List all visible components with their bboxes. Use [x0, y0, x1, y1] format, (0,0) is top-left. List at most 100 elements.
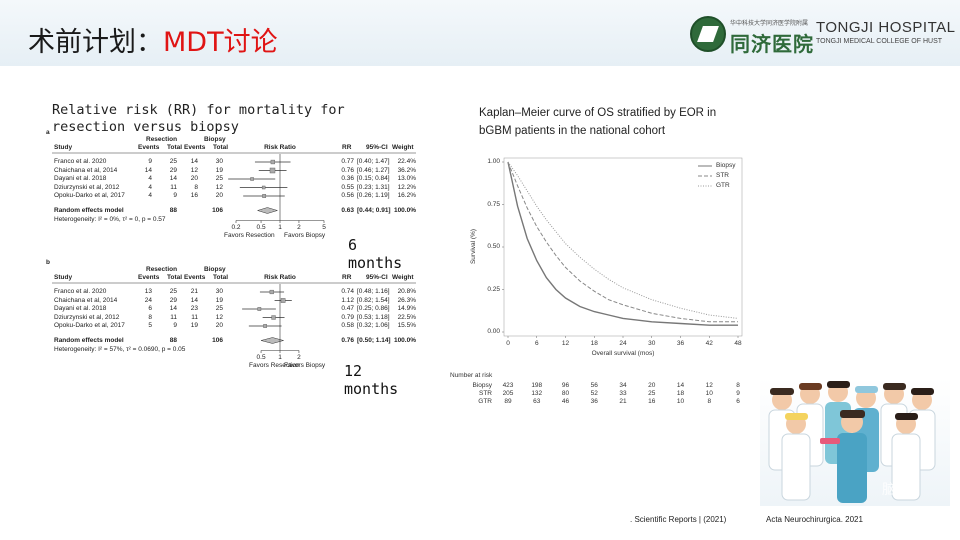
row-study: Opoku-Darko et al, 2017 — [54, 322, 125, 329]
row-total-biopsy: 12 — [215, 183, 223, 191]
risk-table-value: 20 — [648, 382, 656, 389]
watermark: 脑医 — [882, 482, 910, 498]
row-ci: [0.25; 0.86] — [357, 305, 390, 312]
km-series-biopsy — [507, 161, 738, 326]
row-rr: 0.74 — [341, 288, 354, 295]
row-rr: 0.76 — [341, 166, 354, 174]
summary-rr: 0.63 — [341, 206, 354, 214]
x-tick-label: 1 — [278, 353, 282, 361]
row-events-resection: 4 — [148, 175, 152, 182]
row-events-biopsy: 19 — [190, 322, 198, 329]
slide-header: 术前计划：MDT讨论 1900 华中科技大学同济医学院附属 同济医院 TONGJ… — [0, 0, 960, 66]
row-ci: [0.48; 1.16] — [357, 288, 390, 295]
row-ci: [0.15; 0.84] — [357, 175, 390, 182]
row-events-biopsy: 16 — [190, 192, 198, 199]
col-events: Events — [138, 144, 160, 151]
col-total: Total — [167, 144, 183, 151]
risk-table-value: 56 — [590, 382, 598, 389]
summary-weight: 100.0% — [393, 206, 416, 214]
risk-table-value: 12 — [705, 382, 713, 389]
row-rr: 0.47 — [341, 305, 354, 312]
forest-plot-title: Relative risk (RR) for mortality for res… — [52, 102, 345, 135]
row-events-resection: 13 — [144, 288, 152, 295]
row-study: Chaichana et al, 2014 — [54, 296, 118, 304]
row-point-estimate — [262, 194, 267, 198]
summary-total-biopsy: 106 — [212, 336, 223, 344]
row-ci: [0.82; 1.54] — [357, 296, 390, 304]
km-plot-area — [503, 157, 743, 337]
row-total-resection: 29 — [169, 296, 177, 304]
row-events-biopsy: 11 — [191, 313, 198, 321]
col-weight: Weight — [392, 274, 414, 281]
risk-table-value: 21 — [619, 398, 627, 405]
col-study: Study — [54, 144, 73, 151]
row-study: Dayani et al. 2018 — [54, 175, 107, 182]
annotation-12-unit: months — [344, 380, 399, 398]
row-ci: [0.32; 1.06] — [357, 322, 390, 329]
row-events-biopsy: 21 — [190, 288, 198, 295]
doctor-figures — [768, 381, 936, 503]
row-total-biopsy: 19 — [215, 296, 223, 304]
risk-table-value: 205 — [502, 390, 514, 397]
row-events-biopsy: 14 — [190, 296, 198, 304]
reference-acta-neurochirurgica: Acta Neurochirurgica. 2021 — [766, 515, 863, 524]
annotation-12-num: 12 — [344, 362, 363, 380]
x-tick-label: 24 — [619, 340, 627, 347]
summary-label: Random effects model — [54, 336, 124, 344]
row-total-biopsy: 30 — [215, 158, 223, 165]
risk-table-value: 6 — [736, 398, 740, 405]
row-rr: 0.79 — [341, 313, 354, 321]
risk-table-value: 33 — [619, 390, 627, 397]
row-events-biopsy: 23 — [190, 305, 198, 312]
row-total-resection: 25 — [169, 158, 177, 165]
row-weight: 26.3% — [397, 296, 416, 304]
risk-table-row-label: STR — [479, 390, 492, 397]
row-events-resection: 24 — [144, 296, 152, 304]
row-weight: 14.9% — [397, 305, 416, 312]
risk-table-row-label: GTR — [478, 398, 492, 405]
risk-table-value: 198 — [531, 382, 543, 389]
y-tick-label: 0.50 — [487, 243, 500, 250]
risk-table-value: 34 — [619, 382, 627, 389]
row-total-biopsy: 12 — [215, 313, 223, 321]
row-point-estimate — [263, 324, 267, 328]
hospital-logo: 1900 华中科技大学同济医学院附属 同济医院 TONGJI HOSPITAL … — [690, 14, 955, 58]
risk-table-value: 52 — [590, 390, 598, 397]
col-total2: Total — [213, 274, 229, 281]
row-rr: 0.36 — [341, 175, 354, 182]
reference-scientific-reports: . Scientific Reports | (2021) — [630, 515, 727, 524]
row-weight: 15.5% — [397, 322, 416, 329]
km-series-gtr — [507, 161, 739, 319]
row-weight: 16.2% — [397, 192, 416, 199]
summary-total-resection: 88 — [169, 336, 177, 344]
logo-en-subname: TONGJI MEDICAL COLLEGE OF HUST — [816, 38, 943, 45]
slide-title-prefix: 术前计划： — [28, 27, 163, 58]
risk-table-value: 9 — [736, 390, 740, 397]
row-total-resection: 9 — [173, 192, 177, 199]
risk-table-value: 423 — [502, 382, 514, 389]
row-total-resection: 9 — [173, 322, 177, 329]
hospital-seal-icon — [690, 16, 726, 52]
row-study: Opoku-Darko et al, 2017 — [54, 192, 125, 199]
risk-table-value: 63 — [533, 398, 541, 405]
col-rr: RR — [342, 274, 352, 281]
forest-plot-figure: a Resection Biopsy Study Events Total Events To… — [44, 128, 424, 388]
group-header-resection: Resection — [146, 136, 178, 143]
favors-biopsy: Favors Biopsy — [284, 361, 326, 369]
risk-table-value: 132 — [531, 390, 543, 397]
favors-biopsy: Favors Biopsy — [284, 231, 326, 239]
summary-total-resection: 88 — [169, 206, 177, 214]
row-events-resection: 6 — [148, 305, 152, 312]
row-total-biopsy: 25 — [215, 175, 223, 182]
risk-table-value: 89 — [504, 398, 512, 405]
risk-table-value: 46 — [561, 398, 570, 405]
row-rr: 0.77 — [341, 158, 354, 165]
row-events-resection: 5 — [148, 322, 152, 329]
row-rr: 1.12 — [341, 296, 354, 304]
group-header-biopsy: Biopsy — [204, 266, 226, 273]
row-rr: 0.55 — [341, 183, 354, 191]
row-point-estimate — [250, 177, 254, 181]
row-weight: 12.2% — [397, 183, 416, 191]
row-ci: [0.40; 1.47] — [357, 158, 390, 165]
col-total2: Total — [213, 144, 229, 151]
